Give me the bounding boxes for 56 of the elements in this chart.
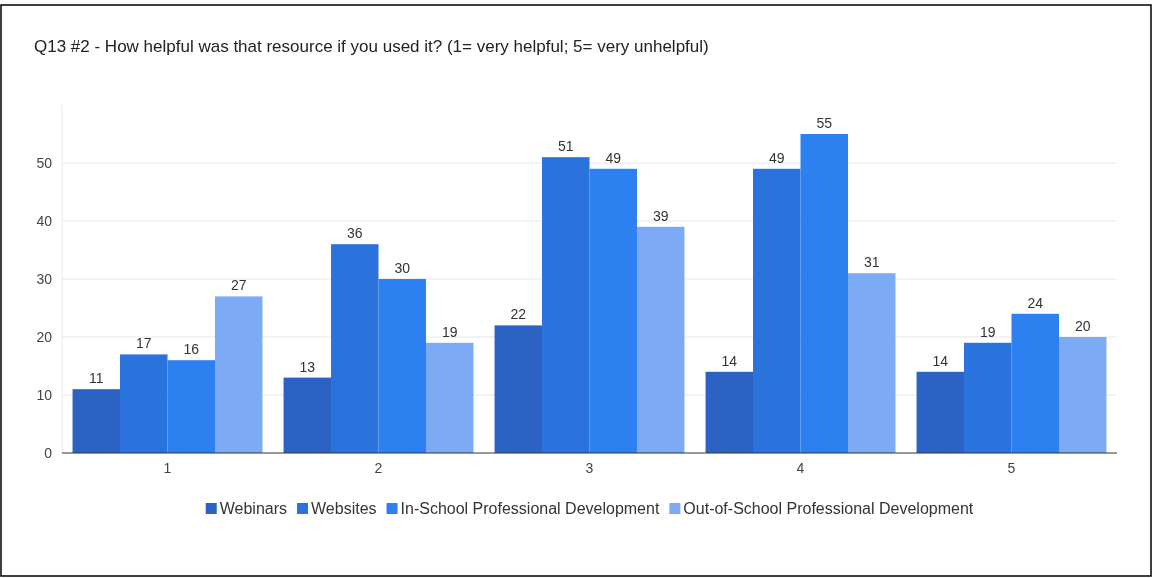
bar bbox=[72, 389, 121, 453]
data-label: 51 bbox=[557, 138, 574, 155]
bar bbox=[425, 342, 474, 453]
bar bbox=[494, 325, 543, 453]
x-tick-label: 1 bbox=[163, 459, 172, 476]
bar bbox=[636, 226, 685, 453]
y-tick-label: 10 bbox=[36, 386, 53, 403]
bar bbox=[753, 168, 801, 453]
data-label: 19 bbox=[441, 323, 458, 340]
legend-label: Websites bbox=[311, 500, 377, 517]
data-label: 31 bbox=[863, 254, 880, 271]
data-label: 17 bbox=[135, 335, 152, 352]
legend-label: Webinars bbox=[219, 500, 288, 517]
bar bbox=[542, 157, 590, 453]
y-tick-label: 40 bbox=[36, 212, 53, 229]
bar bbox=[120, 354, 168, 453]
data-label: 14 bbox=[721, 352, 738, 369]
bar bbox=[589, 168, 637, 453]
data-label: 39 bbox=[652, 207, 669, 224]
legend-label: In-School Professional Development bbox=[400, 500, 660, 517]
bar bbox=[1058, 337, 1107, 453]
data-label: 36 bbox=[346, 225, 363, 242]
data-label: 14 bbox=[932, 352, 949, 369]
data-label: 24 bbox=[1027, 294, 1044, 311]
chart-title: Q13 #2 - How helpful was that resource if you used it? (1= very helpful; 5= very unhelpful) bbox=[34, 37, 709, 56]
bar bbox=[1011, 313, 1059, 453]
bar bbox=[847, 273, 896, 453]
bar bbox=[167, 360, 215, 453]
data-label: 11 bbox=[89, 370, 104, 387]
bar bbox=[705, 371, 754, 453]
data-label: 55 bbox=[816, 115, 833, 131]
bar bbox=[283, 377, 332, 453]
bar bbox=[964, 342, 1012, 453]
y-tick-label: 30 bbox=[36, 270, 53, 287]
data-label: 20 bbox=[1074, 318, 1091, 334]
x-tick-label: 5 bbox=[1007, 459, 1016, 476]
data-label: 19 bbox=[979, 323, 996, 340]
bar bbox=[331, 244, 379, 453]
legend-label: Out-of-School Professional Development bbox=[683, 500, 974, 517]
data-label: 30 bbox=[394, 260, 411, 276]
data-label: 16 bbox=[183, 341, 200, 358]
data-label: 13 bbox=[299, 358, 316, 375]
x-tick-label: 3 bbox=[585, 459, 594, 476]
y-tick-label: 50 bbox=[36, 154, 53, 171]
bar bbox=[378, 279, 426, 453]
data-label: 49 bbox=[605, 149, 622, 166]
x-tick-label: 4 bbox=[796, 459, 805, 476]
bar bbox=[214, 296, 263, 453]
data-label: 49 bbox=[768, 149, 785, 166]
y-tick-label: 20 bbox=[36, 328, 53, 345]
x-tick-label: 2 bbox=[374, 459, 383, 476]
data-label: 22 bbox=[510, 306, 527, 323]
bar bbox=[916, 371, 965, 453]
bar bbox=[800, 134, 848, 453]
y-tick-label: 0 bbox=[44, 444, 53, 461]
data-label: 27 bbox=[230, 277, 247, 294]
